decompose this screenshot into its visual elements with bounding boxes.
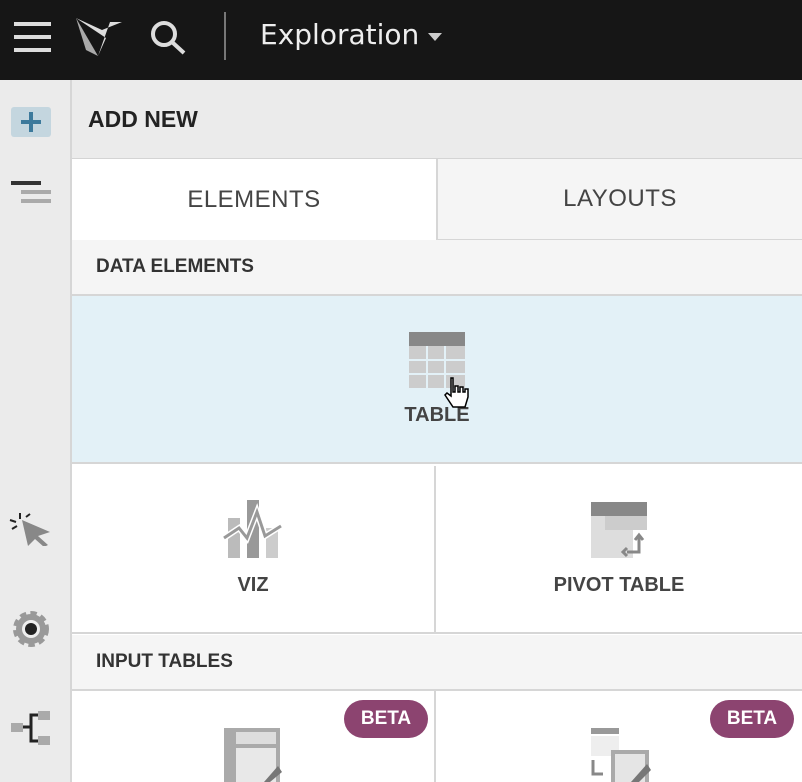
add-new-button[interactable] (11, 107, 51, 137)
logo-icon (76, 18, 122, 56)
caret-down-icon[interactable] (428, 33, 442, 41)
add-new-panel: ADD NEW ELEMENTS LAYOUTS DATA ELEMENTS T… (72, 80, 802, 782)
section-input-tables: INPUT TABLES (72, 635, 802, 691)
beta-badge: BETA (710, 700, 794, 738)
input-table-icon (224, 728, 282, 782)
tab-elements[interactable]: ELEMENTS (72, 159, 436, 241)
linked-input-table-icon (591, 728, 651, 782)
plus-icon (21, 112, 41, 132)
viz-icon (223, 500, 283, 558)
panel-header: ADD NEW (72, 80, 802, 159)
workbook-title[interactable]: Exploration (260, 18, 420, 51)
hand-cursor-icon (444, 377, 469, 408)
table-element-tile[interactable]: TABLE (72, 296, 802, 464)
interaction-icon[interactable] (8, 512, 52, 546)
pivot-table-icon (591, 502, 647, 558)
menu-icon[interactable] (14, 22, 51, 52)
input-table-tile[interactable]: BETA (72, 691, 436, 782)
outline-icon[interactable] (10, 180, 52, 206)
hierarchy-icon[interactable] (10, 709, 52, 747)
table-label: TABLE (404, 404, 470, 426)
search-icon[interactable] (150, 20, 188, 56)
top-bar: Exploration (0, 0, 802, 80)
tab-layouts[interactable]: LAYOUTS (436, 159, 802, 241)
viz-label: VIZ (237, 574, 269, 596)
divider (224, 12, 226, 60)
beta-badge: BETA (344, 700, 428, 738)
pivot-table-element-tile[interactable]: PIVOT TABLE (436, 466, 802, 634)
table-icon (409, 332, 465, 388)
viz-element-tile[interactable]: VIZ (72, 466, 436, 634)
linked-input-table-tile[interactable]: BETA (436, 691, 802, 782)
settings-icon[interactable] (11, 610, 51, 648)
pivot-table-label: PIVOT TABLE (553, 574, 685, 596)
sidebar (0, 80, 72, 782)
section-data-elements: DATA ELEMENTS (72, 240, 802, 296)
